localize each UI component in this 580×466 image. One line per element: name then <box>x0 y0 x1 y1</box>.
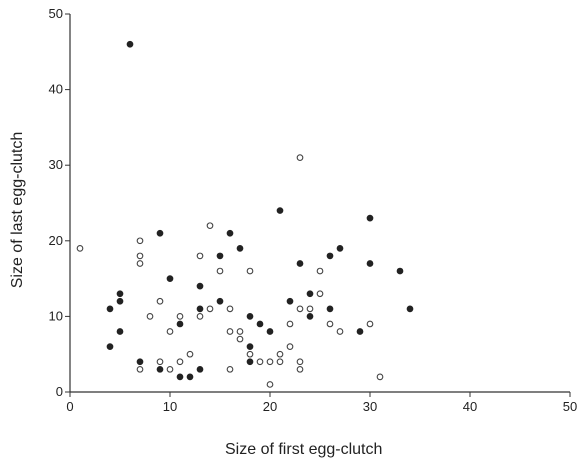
open-data-point <box>146 313 154 320</box>
filled-data-point <box>216 252 224 260</box>
filled-data-point <box>246 313 254 320</box>
filled-data-point <box>196 365 204 373</box>
y-tick-label: 50 <box>49 6 63 21</box>
open-data-point <box>166 328 174 335</box>
filled-data-point <box>296 260 304 267</box>
filled-data-point <box>156 365 164 373</box>
filled-data-point <box>116 297 124 305</box>
filled-data-point <box>266 328 274 335</box>
open-data-point <box>176 358 184 366</box>
y-tick-label: 20 <box>49 233 63 248</box>
open-data-point <box>76 245 84 252</box>
filled-data-point <box>366 214 374 222</box>
x-tick-label: 0 <box>66 399 73 414</box>
open-data-point <box>296 358 304 366</box>
filled-data-point <box>176 320 184 328</box>
open-data-point <box>216 267 224 275</box>
y-tick-label: 0 <box>56 384 63 399</box>
open-data-point <box>296 365 304 373</box>
x-tick-label: 50 <box>563 399 577 414</box>
open-data-point <box>266 381 274 388</box>
open-data-point <box>306 305 314 313</box>
x-axis-label: Size of first egg-clutch <box>225 441 383 458</box>
y-tick-label: 30 <box>49 157 63 172</box>
open-data-point <box>236 328 244 335</box>
open-data-point <box>186 350 194 358</box>
open-data-point <box>266 358 274 366</box>
open-data-point <box>196 313 204 320</box>
filled-data-point <box>196 305 204 313</box>
open-data-point <box>206 222 214 230</box>
open-data-point <box>226 305 234 313</box>
open-data-point <box>176 313 184 320</box>
open-data-point <box>196 252 204 260</box>
filled-data-point <box>246 358 254 366</box>
filled-data-point <box>276 207 284 214</box>
open-data-point <box>246 267 254 275</box>
filled-data-point <box>306 290 314 298</box>
open-data-point <box>376 373 384 381</box>
open-data-point <box>286 343 294 350</box>
open-data-point <box>156 297 164 305</box>
open-data-point <box>136 260 144 267</box>
open-data-point <box>206 305 214 313</box>
x-tick-label: 20 <box>263 399 277 414</box>
filled-data-point <box>126 40 134 48</box>
open-data-point <box>226 328 234 335</box>
y-tick-label: 40 <box>49 82 63 97</box>
open-data-point <box>296 305 304 313</box>
open-data-point <box>136 365 144 373</box>
x-tick-label: 10 <box>163 399 177 414</box>
open-data-point <box>326 320 334 328</box>
filled-data-point <box>246 343 254 350</box>
filled-data-point <box>306 313 314 320</box>
data-points <box>76 40 414 388</box>
open-data-point <box>276 358 284 366</box>
filled-data-point <box>196 282 204 290</box>
open-data-point <box>236 335 244 343</box>
x-tick-label: 40 <box>463 399 477 414</box>
filled-data-point <box>336 245 344 252</box>
filled-data-point <box>186 373 194 381</box>
axes <box>69 14 570 393</box>
filled-data-point <box>326 305 334 313</box>
open-data-point <box>136 237 144 245</box>
filled-data-point <box>406 305 414 313</box>
open-data-point <box>286 320 294 328</box>
filled-data-point <box>156 229 164 237</box>
filled-data-point <box>116 290 124 298</box>
filled-data-point <box>366 260 374 267</box>
open-data-point <box>316 267 324 275</box>
filled-data-point <box>356 328 364 335</box>
open-data-point <box>246 350 254 358</box>
y-axis-label: Size of last egg-clutch <box>9 131 26 289</box>
y-tick-label: 10 <box>49 308 63 323</box>
open-data-point <box>366 320 374 328</box>
x-tick-label: 30 <box>363 399 377 414</box>
filled-data-point <box>226 229 234 237</box>
open-data-point <box>316 290 324 298</box>
filled-data-point <box>176 373 184 381</box>
filled-data-point <box>256 320 264 328</box>
filled-data-point <box>216 297 224 305</box>
filled-data-point <box>166 275 174 282</box>
open-data-point <box>296 154 304 161</box>
open-data-point <box>136 252 144 260</box>
open-data-point <box>226 365 234 373</box>
filled-data-point <box>286 297 294 305</box>
filled-data-point <box>396 267 404 275</box>
open-data-point <box>156 358 164 366</box>
open-data-point <box>166 365 174 373</box>
open-data-point <box>256 358 264 366</box>
filled-data-point <box>116 328 124 335</box>
open-data-point <box>336 328 344 335</box>
filled-data-point <box>106 305 114 313</box>
filled-data-point <box>326 252 334 260</box>
filled-data-point <box>136 358 144 366</box>
filled-data-point <box>106 343 114 350</box>
open-data-point <box>276 350 284 358</box>
filled-data-point <box>236 245 244 252</box>
ticks: 0 10 20 30 40 50 0 10 20 30 40 50 <box>49 6 578 414</box>
